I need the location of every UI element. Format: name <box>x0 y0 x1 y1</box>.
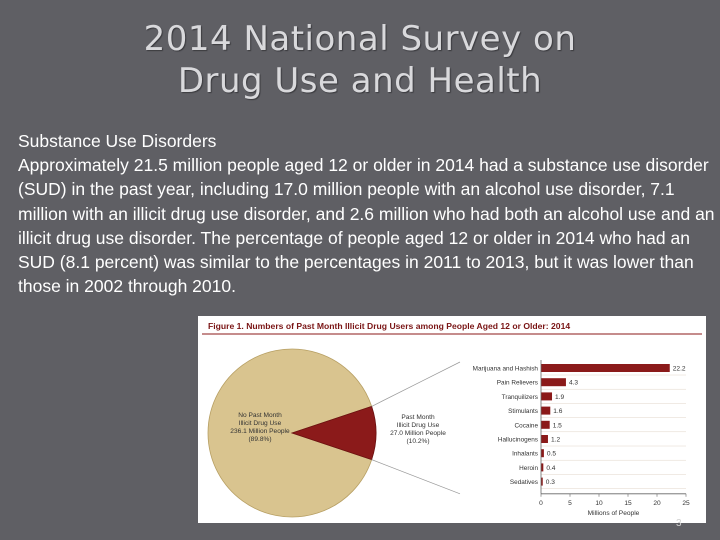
x-axis-title: Millions of People <box>588 510 640 517</box>
bar-value-label: 1.6 <box>553 408 562 415</box>
bar-value-label: 0.5 <box>547 451 556 458</box>
bar-value-label: 22.2 <box>673 366 686 373</box>
x-tick-label: 0 <box>539 500 543 507</box>
bar <box>541 364 670 372</box>
figure-chart: Figure 1. Numbers of Past Month Illicit … <box>202 321 702 518</box>
section-heading: Substance Use Disorders <box>18 131 217 151</box>
bar-value-label: 1.9 <box>555 394 564 401</box>
bar <box>541 435 548 443</box>
body-paragraph: Approximately 21.5 million people aged 1… <box>18 155 715 297</box>
bar <box>541 378 566 387</box>
x-tick-label: 25 <box>682 500 690 507</box>
bar-value-label: 0.3 <box>546 479 555 486</box>
pie-label-no-use: No Past Month Illicit Drug Use 236.1 Milli… <box>230 412 290 443</box>
bar <box>541 463 544 472</box>
pie-bar-connectors <box>371 361 461 495</box>
bar-value-label: 4.3 <box>569 380 578 387</box>
bar-category-label: Pain Relievers <box>497 380 538 387</box>
bar-category-label: Heroin <box>519 465 538 472</box>
figure-title: Figure 1. Numbers of Past Month Illicit … <box>208 321 570 331</box>
figure-image: Figure 1. Numbers of Past Month Illicit … <box>198 316 706 523</box>
x-tick-label: 10 <box>595 500 603 507</box>
bar-category-label: Cocaine <box>515 422 539 429</box>
x-tick-label: 20 <box>653 500 661 507</box>
bar <box>541 406 551 415</box>
connector-line-top <box>371 361 461 407</box>
bar-value-label: 1.5 <box>553 422 562 429</box>
bar <box>541 420 550 429</box>
bar-chart: Marijuana and Hashish 22.2 Pain Relievers 4… <box>473 360 690 517</box>
bar <box>541 392 553 401</box>
pie-slice-past-month-use <box>290 405 377 461</box>
x-tick-label: 15 <box>624 500 632 507</box>
bar-category-label: Hallucinogens <box>498 437 538 444</box>
bar-category-label: Sedatives <box>510 479 538 486</box>
pie-slice-no-use <box>207 348 373 518</box>
page-number: 3 <box>676 518 682 529</box>
x-tick-label: 5 <box>568 500 572 507</box>
bar-category-label: Inhalants <box>512 451 538 458</box>
connector-line-bottom <box>371 459 461 495</box>
pie-label-past-month-use: Past Month Illicit Drug Use 27.0 Million P… <box>390 414 446 445</box>
title-line-2: Drug Use and Health <box>177 61 543 101</box>
bar-category-label: Stimulants <box>508 408 538 415</box>
bar <box>541 449 544 458</box>
bar-category-label: Tranquilizers <box>502 394 538 401</box>
slide-title: 2014 National Survey on Drug Use and Hea… <box>0 18 720 102</box>
pie-chart: No Past Month Illicit Drug Use 236.1 Milli… <box>207 348 446 518</box>
bar <box>541 477 543 486</box>
bar-value-label: 1.2 <box>551 437 560 444</box>
title-line-1: 2014 National Survey on <box>143 19 577 59</box>
bar-value-label: 0.4 <box>546 465 555 472</box>
bar-category-label: Marijuana and Hashish <box>473 366 539 373</box>
